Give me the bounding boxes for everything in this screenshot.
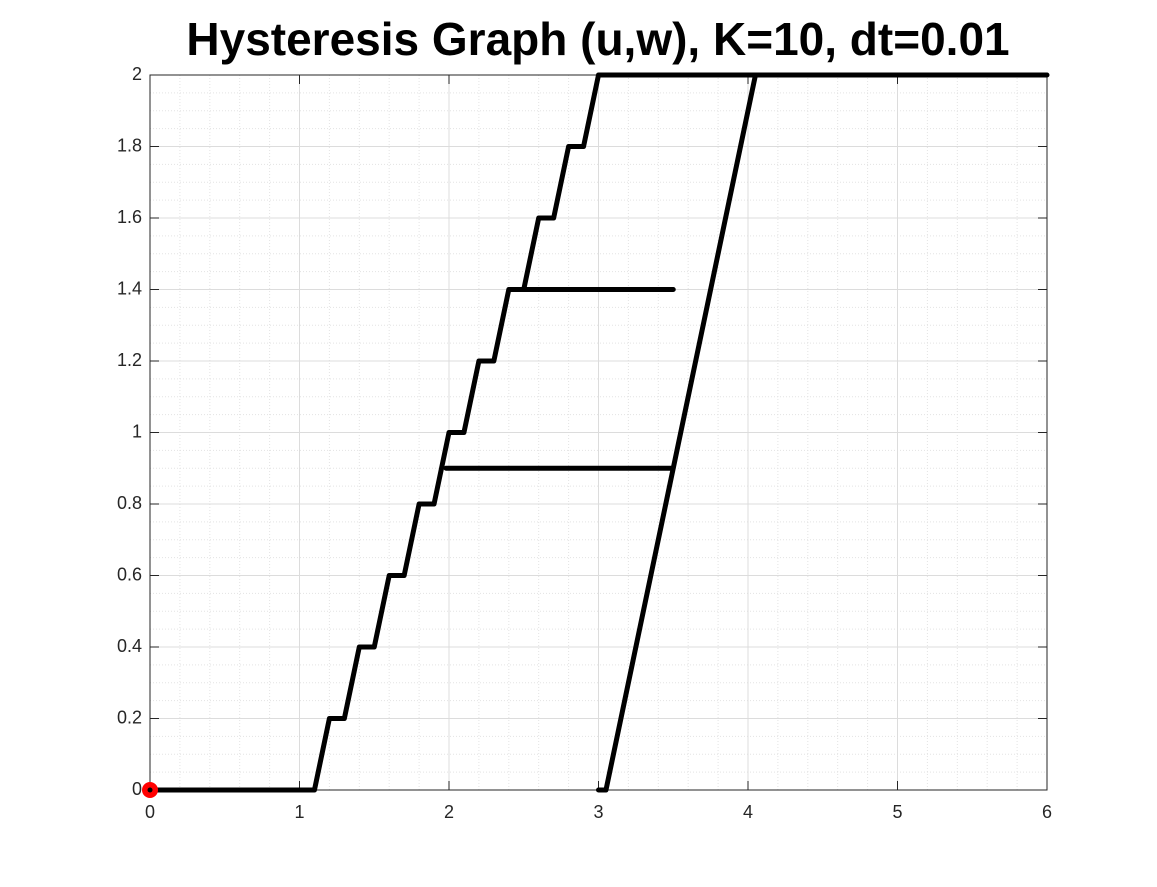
y-tick-label: 0.2 [117,707,142,727]
y-tick-label: 0.8 [117,493,142,513]
x-tick-label: 2 [444,802,454,822]
y-tick-label: 0.6 [117,564,142,584]
y-tick-label: 1 [132,421,142,441]
marker-center [147,787,153,793]
x-tick-label: 1 [294,802,304,822]
y-tick-label: 1.8 [117,135,142,155]
y-tick-label: 1.6 [117,207,142,227]
y-tick-label: 0.4 [117,636,142,656]
x-tick-label: 6 [1042,802,1052,822]
y-tick-label: 1.4 [117,278,142,298]
x-tick-label: 4 [743,802,753,822]
x-tick-label: 3 [593,802,603,822]
y-tick-label: 1.2 [117,350,142,370]
data-line [147,72,1050,793]
x-tick-label: 5 [892,802,902,822]
x-tick-label: 0 [145,802,155,822]
y-tick-label: 2 [132,64,142,84]
chart-title: Hysteresis Graph (u,w), K=10, dt=0.01 [186,13,1009,65]
y-tick-label: 0 [132,779,142,799]
